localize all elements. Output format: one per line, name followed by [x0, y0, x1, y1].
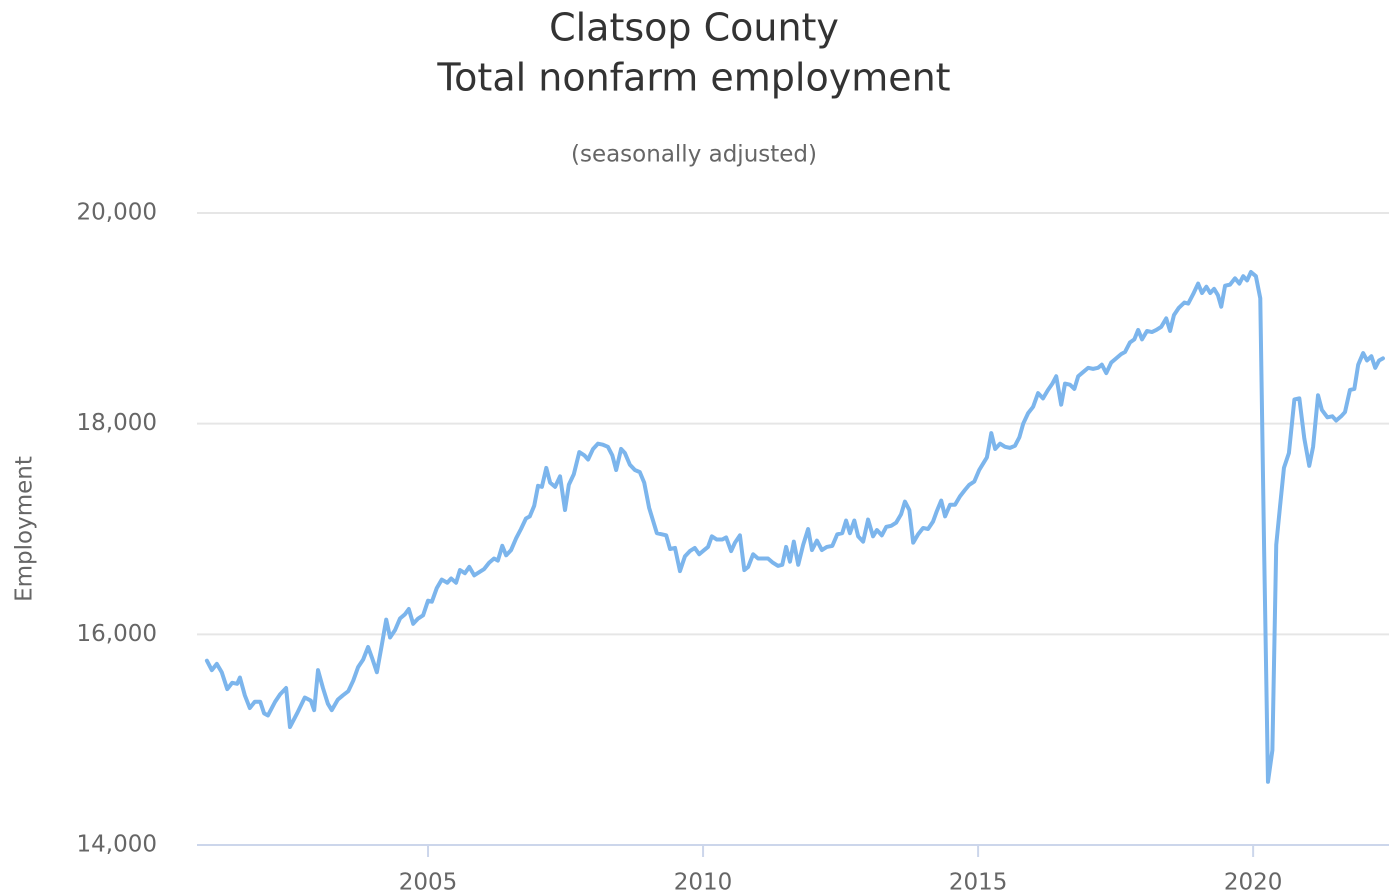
x-tick-label: 2015 [949, 870, 1008, 896]
chart-title: Clatsop County [549, 6, 839, 50]
y-tick-label: 18,000 [77, 410, 157, 436]
chart-subtitle: (seasonally adjusted) [571, 142, 817, 168]
y-tick-label: 20,000 [77, 200, 157, 226]
x-tick-label: 2020 [1224, 870, 1283, 896]
x-tick-label: 2010 [674, 870, 733, 896]
y-axis-label: Employment [12, 456, 38, 602]
x-tick-label: 2005 [399, 870, 458, 896]
chart-title: Total nonfarm employment [436, 56, 950, 100]
line-series [204, 269, 1385, 784]
y-tick-label: 16,000 [77, 621, 157, 647]
y-tick-label: 14,000 [77, 832, 157, 858]
